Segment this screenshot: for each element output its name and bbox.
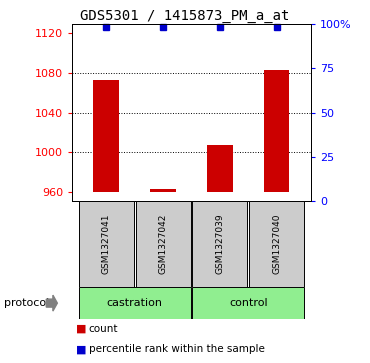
Bar [79,201,134,287]
Text: castration: castration [107,298,163,308]
Bar [192,287,304,319]
Text: protocol: protocol [4,298,49,308]
Bar [207,145,233,192]
Text: GSM1327042: GSM1327042 [159,214,168,274]
Bar [135,201,191,287]
Text: GSM1327039: GSM1327039 [215,214,224,274]
Text: percentile rank within the sample: percentile rank within the sample [89,344,265,354]
Bar [150,189,176,192]
Text: GSM1327040: GSM1327040 [272,214,281,274]
Bar [192,201,248,287]
Bar [249,201,304,287]
Text: control: control [229,298,268,308]
Bar [264,70,289,192]
Text: ■: ■ [76,323,86,334]
Text: GSM1327041: GSM1327041 [102,214,111,274]
Text: ■: ■ [76,344,86,354]
Text: count: count [89,323,118,334]
Text: GDS5301 / 1415873_PM_a_at: GDS5301 / 1415873_PM_a_at [80,9,290,23]
Bar [79,287,191,319]
Bar [94,80,119,192]
